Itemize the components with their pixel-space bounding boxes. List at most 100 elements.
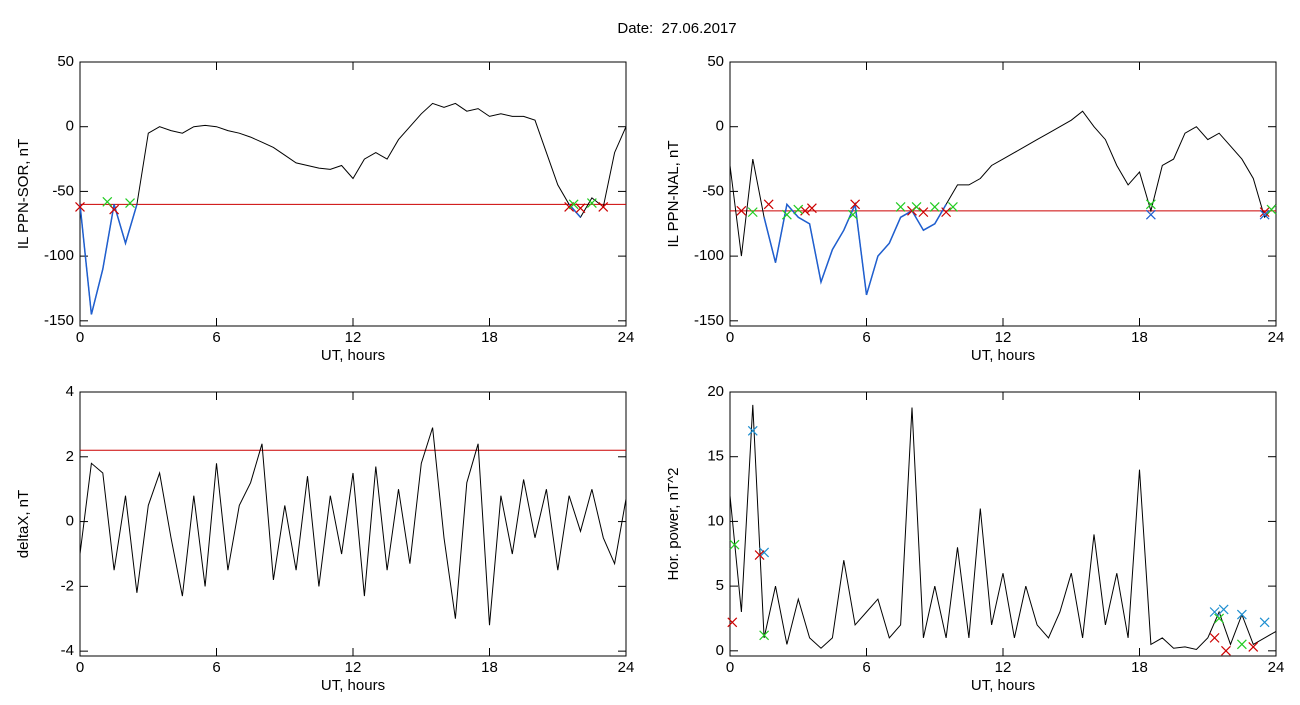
cross-marker: [1218, 604, 1229, 615]
cross-marker: [102, 196, 113, 207]
y-tick-label: 0: [716, 642, 724, 659]
cross-marker: [806, 203, 817, 214]
x-tick-label: 24: [1268, 329, 1285, 346]
cross-marker: [754, 550, 765, 560]
x-tick-label: 18: [481, 659, 498, 676]
cross-marker: [1236, 639, 1247, 650]
y-tick-label: 5: [716, 577, 724, 594]
cross-marker: [586, 198, 597, 208]
y-tick-label: -2: [61, 577, 74, 594]
x-tick-label: 0: [76, 329, 84, 346]
cross-marker: [1145, 209, 1156, 220]
y-tick-label: 20: [707, 383, 724, 400]
data-line: [79, 102, 627, 315]
data-line: [764, 204, 1265, 295]
panel: 0 6 12 18 24 -150 -100 -50 0 50 UT, hours IL PPN-NA…: [665, 53, 1284, 364]
y-axis-label: IL PPN-NAL, nT: [665, 141, 682, 248]
x-tick-label: 0: [76, 659, 84, 676]
panel: 0 6 12 18 24 0 5 10 15 20 UT, hours Hor. power, nT^…: [665, 383, 1284, 694]
cross-marker: [568, 199, 579, 210]
y-tick-label: 0: [66, 118, 74, 135]
cross-marker: [1145, 199, 1156, 210]
y-tick-label: 2: [66, 448, 74, 465]
cross-marker: [109, 204, 120, 215]
y-tick-label: 4: [66, 383, 74, 400]
y-tick-label: -100: [694, 247, 724, 264]
y-tick-label: 10: [707, 512, 724, 529]
y-tick-label: -150: [44, 312, 74, 329]
cross-marker: [1209, 607, 1220, 617]
x-tick-label: 12: [995, 659, 1012, 676]
y-tick-label: 15: [707, 448, 724, 465]
cross-marker: [918, 207, 929, 218]
cross-marker: [125, 198, 135, 208]
x-tick-label: 6: [862, 659, 870, 676]
plot-frame: [729, 61, 1277, 327]
cross-marker: [763, 199, 774, 210]
x-tick-label: 0: [726, 659, 734, 676]
x-tick-label: 0: [726, 329, 734, 346]
cross-marker: [727, 617, 738, 628]
cross-marker: [1266, 204, 1277, 215]
cross-marker: [948, 202, 958, 212]
cross-marker: [911, 202, 922, 212]
x-tick-label: 18: [1131, 329, 1148, 346]
x-axis-label: UT, hours: [321, 347, 385, 364]
y-tick-label: -4: [61, 642, 74, 659]
cross-marker: [1221, 645, 1231, 656]
x-tick-label: 6: [212, 329, 220, 346]
cross-marker: [747, 207, 758, 218]
cross-marker: [1259, 617, 1270, 628]
x-axis-label: UT, hours: [971, 677, 1035, 694]
plot-frame: [79, 391, 627, 657]
cross-marker: [598, 202, 609, 212]
cross-marker: [847, 209, 858, 220]
plot-frame: [729, 391, 1277, 657]
x-tick-label: 24: [618, 659, 635, 676]
cross-marker: [759, 630, 770, 641]
y-axis-label: Hor. power, nT^2: [665, 468, 682, 581]
y-tick-label: 50: [707, 53, 724, 70]
cross-marker: [1209, 632, 1220, 643]
cross-marker: [747, 425, 758, 436]
x-axis-label: UT, hours: [321, 677, 385, 694]
cross-marker: [850, 199, 861, 210]
cross-marker: [736, 205, 747, 216]
y-tick-label: 0: [716, 118, 724, 135]
cross-marker: [781, 209, 792, 220]
x-tick-label: 6: [862, 329, 870, 346]
cross-marker: [793, 204, 804, 215]
y-tick-label: 0: [66, 513, 74, 530]
x-tick-label: 12: [345, 659, 362, 676]
x-axis-label: UT, hours: [971, 347, 1035, 364]
cross-marker: [75, 202, 85, 212]
cross-marker: [759, 547, 770, 558]
cross-marker: [575, 203, 586, 214]
y-tick-label: 50: [57, 53, 74, 70]
x-tick-label: 12: [345, 329, 362, 346]
cross-marker: [1214, 613, 1225, 624]
y-axis-label: deltaX, nT: [15, 490, 32, 558]
x-tick-label: 12: [995, 329, 1012, 346]
y-tick-label: -50: [702, 182, 724, 199]
x-tick-label: 24: [618, 329, 635, 346]
cross-marker: [729, 539, 740, 550]
cross-marker: [1259, 207, 1270, 218]
data-line: [79, 427, 627, 626]
x-tick-label: 18: [1131, 659, 1148, 676]
panel: 0 6 12 18 24 -150 -100 -50 0 50 UT, hours IL PPN-SO…: [15, 53, 634, 364]
cross-marker: [564, 202, 575, 212]
page-title: Date: 27.06.2017: [617, 20, 736, 37]
cross-marker: [929, 202, 940, 212]
cross-marker: [1248, 642, 1259, 652]
y-tick-label: -100: [44, 247, 74, 264]
y-tick-label: -150: [694, 312, 724, 329]
cross-marker: [1259, 209, 1270, 220]
data-line: [80, 204, 603, 314]
x-tick-label: 6: [212, 659, 220, 676]
data-line: [729, 404, 1277, 651]
cross-marker: [1236, 609, 1247, 620]
